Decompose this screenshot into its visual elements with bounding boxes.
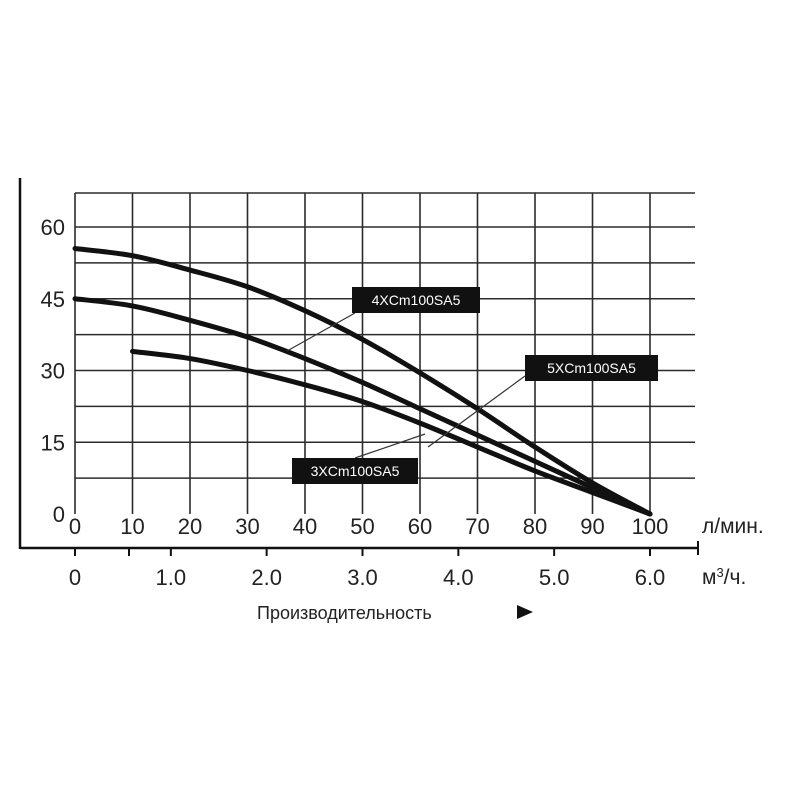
series-label: 5XCm100SA5 xyxy=(547,360,636,376)
x-tick-label: 0 xyxy=(69,514,81,539)
series-label: 3XCm100SA5 xyxy=(311,463,400,479)
x2-tick-label: 3.0 xyxy=(347,565,378,590)
x2-tick-label: 0 xyxy=(69,565,81,590)
x-tick-label: 10 xyxy=(120,514,144,539)
x-tick-label: 90 xyxy=(580,514,604,539)
y-tick-label: 45 xyxy=(41,287,65,312)
x2-tick-label: 4.0 xyxy=(443,565,474,590)
y-tick-label: 60 xyxy=(41,215,65,240)
callout-box xyxy=(352,287,480,313)
x-axis-title: Производительность xyxy=(257,603,432,623)
callout-leader-line xyxy=(286,312,356,352)
x-tick-label: 60 xyxy=(408,514,432,539)
x-tick-label: 100 xyxy=(632,514,669,539)
x-unit-label: л/мин. xyxy=(702,515,764,538)
x2-tick-label: 2.0 xyxy=(251,565,282,590)
x2-tick-label: 5.0 xyxy=(539,565,570,590)
series-callouts: 4XCm100SA5 5XCm100SA5 3XCm100SA5 xyxy=(286,287,658,484)
x-tick-label: 30 xyxy=(235,514,259,539)
x-tick-label: 40 xyxy=(293,514,317,539)
x-tick-label: 50 xyxy=(350,514,374,539)
x2-tick-label: 1.0 xyxy=(156,565,187,590)
y-tick-label: 0 xyxy=(53,502,65,527)
series-line-0 xyxy=(72,246,653,517)
x-tick-label: 20 xyxy=(178,514,202,539)
callout-box xyxy=(525,355,658,381)
callout-leader-line xyxy=(427,375,526,448)
series-label: 4XCm100SA5 xyxy=(372,292,461,308)
y-tick-label: 15 xyxy=(41,430,65,455)
x2-unit-label: м3/ч. xyxy=(702,565,746,590)
axes xyxy=(18,178,699,556)
series-line-2 xyxy=(130,348,653,517)
series-line-1 xyxy=(72,296,653,517)
x2-tick-label: 6.0 xyxy=(635,565,666,590)
x-tick-label: 70 xyxy=(465,514,489,539)
y-tick-label: 30 xyxy=(41,359,65,384)
callout-leader-line xyxy=(354,433,426,459)
x-tick-label: 80 xyxy=(523,514,547,539)
series-lines xyxy=(72,246,653,517)
tick-labels: 0 15 30 45 60 0 10 20 30 40 50 60 70 80 90 100 0 1.0 2.0 3.… xyxy=(41,215,669,590)
callout-box xyxy=(292,458,418,484)
arrow-right-icon xyxy=(517,605,533,619)
